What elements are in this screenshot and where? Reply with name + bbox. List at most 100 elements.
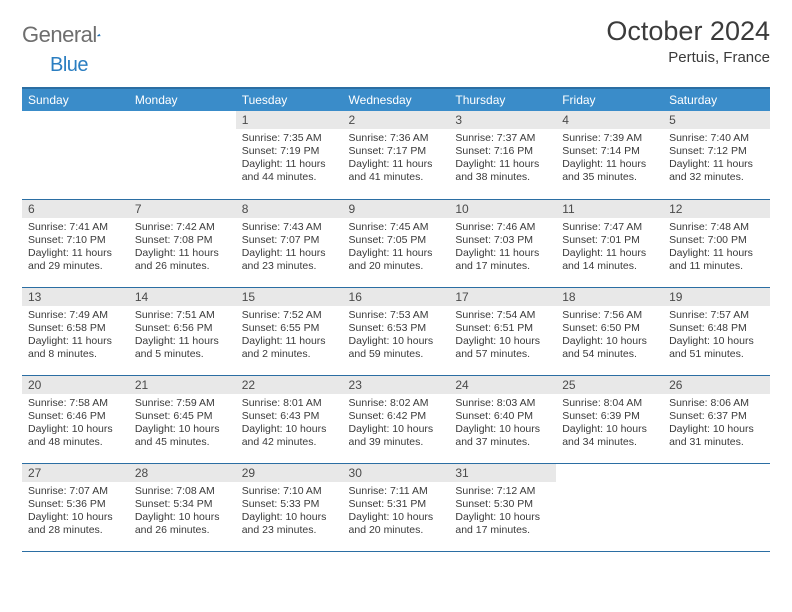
logo-word1: General <box>22 22 97 48</box>
calendar-day: 12Sunrise: 7:48 AMSunset: 7:00 PMDayligh… <box>663 199 770 287</box>
day-body: Sunrise: 7:36 AMSunset: 7:17 PMDaylight:… <box>343 129 450 189</box>
day-body: Sunrise: 7:12 AMSunset: 5:30 PMDaylight:… <box>449 482 556 542</box>
calendar-day: 25Sunrise: 8:04 AMSunset: 6:39 PMDayligh… <box>556 375 663 463</box>
calendar-day: 5Sunrise: 7:40 AMSunset: 7:12 PMDaylight… <box>663 111 770 199</box>
calendar-day: 31Sunrise: 7:12 AMSunset: 5:30 PMDayligh… <box>449 463 556 551</box>
day-number: 30 <box>343 464 450 482</box>
day-body: Sunrise: 7:39 AMSunset: 7:14 PMDaylight:… <box>556 129 663 189</box>
day-body: Sunrise: 8:04 AMSunset: 6:39 PMDaylight:… <box>556 394 663 454</box>
calendar-day: .. <box>556 463 663 551</box>
day-body: Sunrise: 7:56 AMSunset: 6:50 PMDaylight:… <box>556 306 663 366</box>
calendar-day: 6Sunrise: 7:41 AMSunset: 7:10 PMDaylight… <box>22 199 129 287</box>
day-header: Friday <box>556 88 663 111</box>
day-body: Sunrise: 7:11 AMSunset: 5:31 PMDaylight:… <box>343 482 450 542</box>
calendar-day: 27Sunrise: 7:07 AMSunset: 5:36 PMDayligh… <box>22 463 129 551</box>
calendar-day: 11Sunrise: 7:47 AMSunset: 7:01 PMDayligh… <box>556 199 663 287</box>
day-body: Sunrise: 7:43 AMSunset: 7:07 PMDaylight:… <box>236 218 343 278</box>
location: Pertuis, France <box>606 49 770 66</box>
day-header: Monday <box>129 88 236 111</box>
day-number: 22 <box>236 376 343 394</box>
day-body: Sunrise: 7:45 AMSunset: 7:05 PMDaylight:… <box>343 218 450 278</box>
calendar-day: 21Sunrise: 7:59 AMSunset: 6:45 PMDayligh… <box>129 375 236 463</box>
day-body: Sunrise: 7:35 AMSunset: 7:19 PMDaylight:… <box>236 129 343 189</box>
calendar-day: 4Sunrise: 7:39 AMSunset: 7:14 PMDaylight… <box>556 111 663 199</box>
calendar-day: 16Sunrise: 7:53 AMSunset: 6:53 PMDayligh… <box>343 287 450 375</box>
day-number: 31 <box>449 464 556 482</box>
calendar-day: 29Sunrise: 7:10 AMSunset: 5:33 PMDayligh… <box>236 463 343 551</box>
day-number: 15 <box>236 288 343 306</box>
day-number: 27 <box>22 464 129 482</box>
day-number: 10 <box>449 200 556 218</box>
day-number: 7 <box>129 200 236 218</box>
calendar-day: 13Sunrise: 7:49 AMSunset: 6:58 PMDayligh… <box>22 287 129 375</box>
calendar-week: 20Sunrise: 7:58 AMSunset: 6:46 PMDayligh… <box>22 375 770 463</box>
day-body: Sunrise: 7:59 AMSunset: 6:45 PMDaylight:… <box>129 394 236 454</box>
day-number: 29 <box>236 464 343 482</box>
calendar-day: .. <box>22 111 129 199</box>
calendar-day: 23Sunrise: 8:02 AMSunset: 6:42 PMDayligh… <box>343 375 450 463</box>
day-body: Sunrise: 7:51 AMSunset: 6:56 PMDaylight:… <box>129 306 236 366</box>
day-number: 21 <box>129 376 236 394</box>
day-body: Sunrise: 8:06 AMSunset: 6:37 PMDaylight:… <box>663 394 770 454</box>
day-number: 19 <box>663 288 770 306</box>
day-body: Sunrise: 7:07 AMSunset: 5:36 PMDaylight:… <box>22 482 129 542</box>
day-body: Sunrise: 7:42 AMSunset: 7:08 PMDaylight:… <box>129 218 236 278</box>
calendar-day: .. <box>663 463 770 551</box>
day-number: 14 <box>129 288 236 306</box>
day-body: Sunrise: 7:08 AMSunset: 5:34 PMDaylight:… <box>129 482 236 542</box>
calendar-day: 18Sunrise: 7:56 AMSunset: 6:50 PMDayligh… <box>556 287 663 375</box>
day-number: 11 <box>556 200 663 218</box>
calendar-day: 1Sunrise: 7:35 AMSunset: 7:19 PMDaylight… <box>236 111 343 199</box>
calendar-day: 7Sunrise: 7:42 AMSunset: 7:08 PMDaylight… <box>129 199 236 287</box>
calendar-day: 30Sunrise: 7:11 AMSunset: 5:31 PMDayligh… <box>343 463 450 551</box>
day-body: Sunrise: 7:49 AMSunset: 6:58 PMDaylight:… <box>22 306 129 366</box>
day-body: Sunrise: 7:53 AMSunset: 6:53 PMDaylight:… <box>343 306 450 366</box>
day-header: Thursday <box>449 88 556 111</box>
day-body: Sunrise: 7:58 AMSunset: 6:46 PMDaylight:… <box>22 394 129 454</box>
logo-triangle-icon <box>97 26 101 44</box>
calendar-week: 27Sunrise: 7:07 AMSunset: 5:36 PMDayligh… <box>22 463 770 551</box>
logo: General <box>22 16 121 48</box>
day-body: Sunrise: 7:52 AMSunset: 6:55 PMDaylight:… <box>236 306 343 366</box>
day-number: 28 <box>129 464 236 482</box>
logo-word2: Blue <box>50 54 88 77</box>
calendar-day: 3Sunrise: 7:37 AMSunset: 7:16 PMDaylight… <box>449 111 556 199</box>
day-number: 24 <box>449 376 556 394</box>
day-number: 6 <box>22 200 129 218</box>
day-body: Sunrise: 7:46 AMSunset: 7:03 PMDaylight:… <box>449 218 556 278</box>
calendar-day: 2Sunrise: 7:36 AMSunset: 7:17 PMDaylight… <box>343 111 450 199</box>
day-number: 26 <box>663 376 770 394</box>
day-number: 18 <box>556 288 663 306</box>
calendar-day: 9Sunrise: 7:45 AMSunset: 7:05 PMDaylight… <box>343 199 450 287</box>
calendar-day: 17Sunrise: 7:54 AMSunset: 6:51 PMDayligh… <box>449 287 556 375</box>
day-number: 23 <box>343 376 450 394</box>
calendar-day: 10Sunrise: 7:46 AMSunset: 7:03 PMDayligh… <box>449 199 556 287</box>
day-body: Sunrise: 7:47 AMSunset: 7:01 PMDaylight:… <box>556 218 663 278</box>
day-number: 4 <box>556 111 663 129</box>
calendar-day: .. <box>129 111 236 199</box>
day-number: 17 <box>449 288 556 306</box>
calendar-table: SundayMondayTuesdayWednesdayThursdayFrid… <box>22 87 770 552</box>
day-number: 3 <box>449 111 556 129</box>
calendar-day: 19Sunrise: 7:57 AMSunset: 6:48 PMDayligh… <box>663 287 770 375</box>
calendar-day: 26Sunrise: 8:06 AMSunset: 6:37 PMDayligh… <box>663 375 770 463</box>
day-number: 16 <box>343 288 450 306</box>
day-body: Sunrise: 7:10 AMSunset: 5:33 PMDaylight:… <box>236 482 343 542</box>
day-number: 2 <box>343 111 450 129</box>
day-header: Sunday <box>22 88 129 111</box>
calendar-week: 6Sunrise: 7:41 AMSunset: 7:10 PMDaylight… <box>22 199 770 287</box>
day-number: 5 <box>663 111 770 129</box>
day-body: Sunrise: 7:57 AMSunset: 6:48 PMDaylight:… <box>663 306 770 366</box>
title-block: October 2024 Pertuis, France <box>606 16 770 66</box>
day-body: Sunrise: 7:40 AMSunset: 7:12 PMDaylight:… <box>663 129 770 189</box>
month-title: October 2024 <box>606 16 770 47</box>
day-body: Sunrise: 8:03 AMSunset: 6:40 PMDaylight:… <box>449 394 556 454</box>
day-body: Sunrise: 8:02 AMSunset: 6:42 PMDaylight:… <box>343 394 450 454</box>
day-number: 12 <box>663 200 770 218</box>
calendar-head: SundayMondayTuesdayWednesdayThursdayFrid… <box>22 88 770 111</box>
calendar-body: ....1Sunrise: 7:35 AMSunset: 7:19 PMDayl… <box>22 111 770 551</box>
calendar-day: 14Sunrise: 7:51 AMSunset: 6:56 PMDayligh… <box>129 287 236 375</box>
calendar-day: 28Sunrise: 7:08 AMSunset: 5:34 PMDayligh… <box>129 463 236 551</box>
day-number: 20 <box>22 376 129 394</box>
day-number: 1 <box>236 111 343 129</box>
